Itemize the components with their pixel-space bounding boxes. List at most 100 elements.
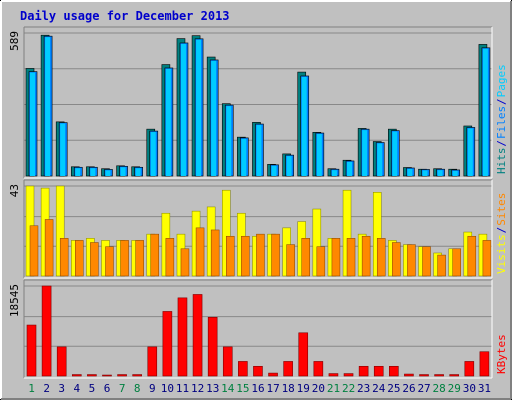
bar-kbytes [328,373,339,377]
bar-sites [361,235,371,277]
x-tick-label: 26 [402,382,415,395]
bar-sites [467,235,477,277]
panels: 589Hits/Files/Pages43Visits/Sites18545KB… [8,26,508,379]
bar-sites [256,233,265,277]
bar-kbytes [56,346,67,377]
bar-pages [407,168,413,176]
bar-sites [422,246,431,277]
bar-kbytes [102,374,112,377]
bar-pages [316,134,322,176]
bar-pages [377,143,383,176]
x-tick-label: 10 [161,382,174,395]
bar-pages [482,48,488,177]
x-tick-label: 2 [43,382,50,395]
x-tick-label: 13 [206,382,219,395]
bar-sites [346,238,356,277]
x-tick-label: 25 [387,382,400,395]
x-tick-label: 4 [74,382,81,395]
bar-kbytes [449,374,460,377]
bar-kbytes [147,346,158,377]
x-tick-label: 9 [149,382,156,395]
x-tick-label: 27 [417,382,430,395]
x-tick-label: 19 [297,382,310,395]
bar-sites [75,240,84,277]
bar-sites [271,233,280,277]
bar-sites [120,240,129,277]
bar-kbytes [132,374,142,377]
bar-kbytes [358,365,369,377]
x-tick-label: 7 [119,382,126,395]
bar-kbytes [117,374,127,377]
side-label: KBytes [495,334,508,374]
side-label: Files [495,106,508,139]
bar-sites [316,246,326,277]
x-tick-label: 23 [357,382,370,395]
bar-kbytes [313,361,324,377]
bar-kbytes [419,374,429,377]
y-axis-max-label: 43 [8,184,21,197]
bar-sites [165,238,175,277]
bar-kbytes [26,324,37,377]
panel-kbytes: 18545 KBytes [8,279,508,379]
side-label: Hits [495,148,508,175]
bar-kbytes [222,346,233,377]
bar-kbytes [479,351,490,377]
x-tick-label: 31 [478,382,491,395]
bar-pages [30,72,35,176]
bar-pages [105,170,111,176]
side-label: Visits [495,234,508,274]
bar-sites [437,254,446,277]
bar-pages [347,161,353,176]
x-tick-label: 6 [104,382,111,395]
bar-pages [467,128,473,176]
x-axis-labels: 1 2 3 4 5 6 7 8 9 10 11 12 13 14 15 16 17 18 19 20 21 22 23 24 2… [28,382,491,395]
bar-pages [241,138,247,176]
bar-pages [392,131,398,176]
bar-sites [135,240,144,277]
bar-pages [226,106,232,176]
bar-pages [120,167,126,176]
bar-pages [60,123,66,176]
bar-sites [452,248,461,277]
bar-pages [75,168,81,176]
x-tick-label: 3 [58,382,65,395]
x-tick-label: 18 [282,382,295,395]
x-tick-label: 30 [463,382,476,395]
bar-pages [211,60,217,176]
x-tick-label: 8 [134,382,141,395]
bar-sites [482,240,492,277]
side-label: / [495,140,508,147]
side-label: / [495,98,508,105]
bar-kbytes [298,332,309,377]
bar-pages [452,170,458,176]
bar-kbytes [268,372,278,377]
x-tick-label: 11 [176,382,189,395]
x-tick-label: 12 [191,382,204,395]
bar-kbytes [389,365,399,377]
bar-kbytes [192,294,203,377]
bar-kbytes [87,374,97,377]
side-label: / [495,227,508,234]
bar-kbytes [162,311,173,377]
bar-sites [286,244,295,277]
bar-pages [150,132,156,176]
bar-kbytes [434,374,444,377]
bar-kbytes [343,373,354,377]
bar-sites [376,238,386,277]
bar-kbytes [373,365,384,377]
x-tick-label: 14 [221,382,235,395]
bar-sites [44,219,54,277]
bar-pages [362,130,368,176]
x-tick-label: 16 [251,382,264,395]
bar-sites [59,238,69,277]
bar-pages [256,125,262,176]
bar-sites [241,235,250,277]
x-tick-label: 17 [266,382,279,395]
bar-kbytes [238,361,248,377]
x-tick-label: 29 [448,382,461,395]
bar-sites [392,242,401,277]
panel-background [24,280,492,378]
bar-pages [286,156,292,176]
bar-pages [180,43,186,176]
